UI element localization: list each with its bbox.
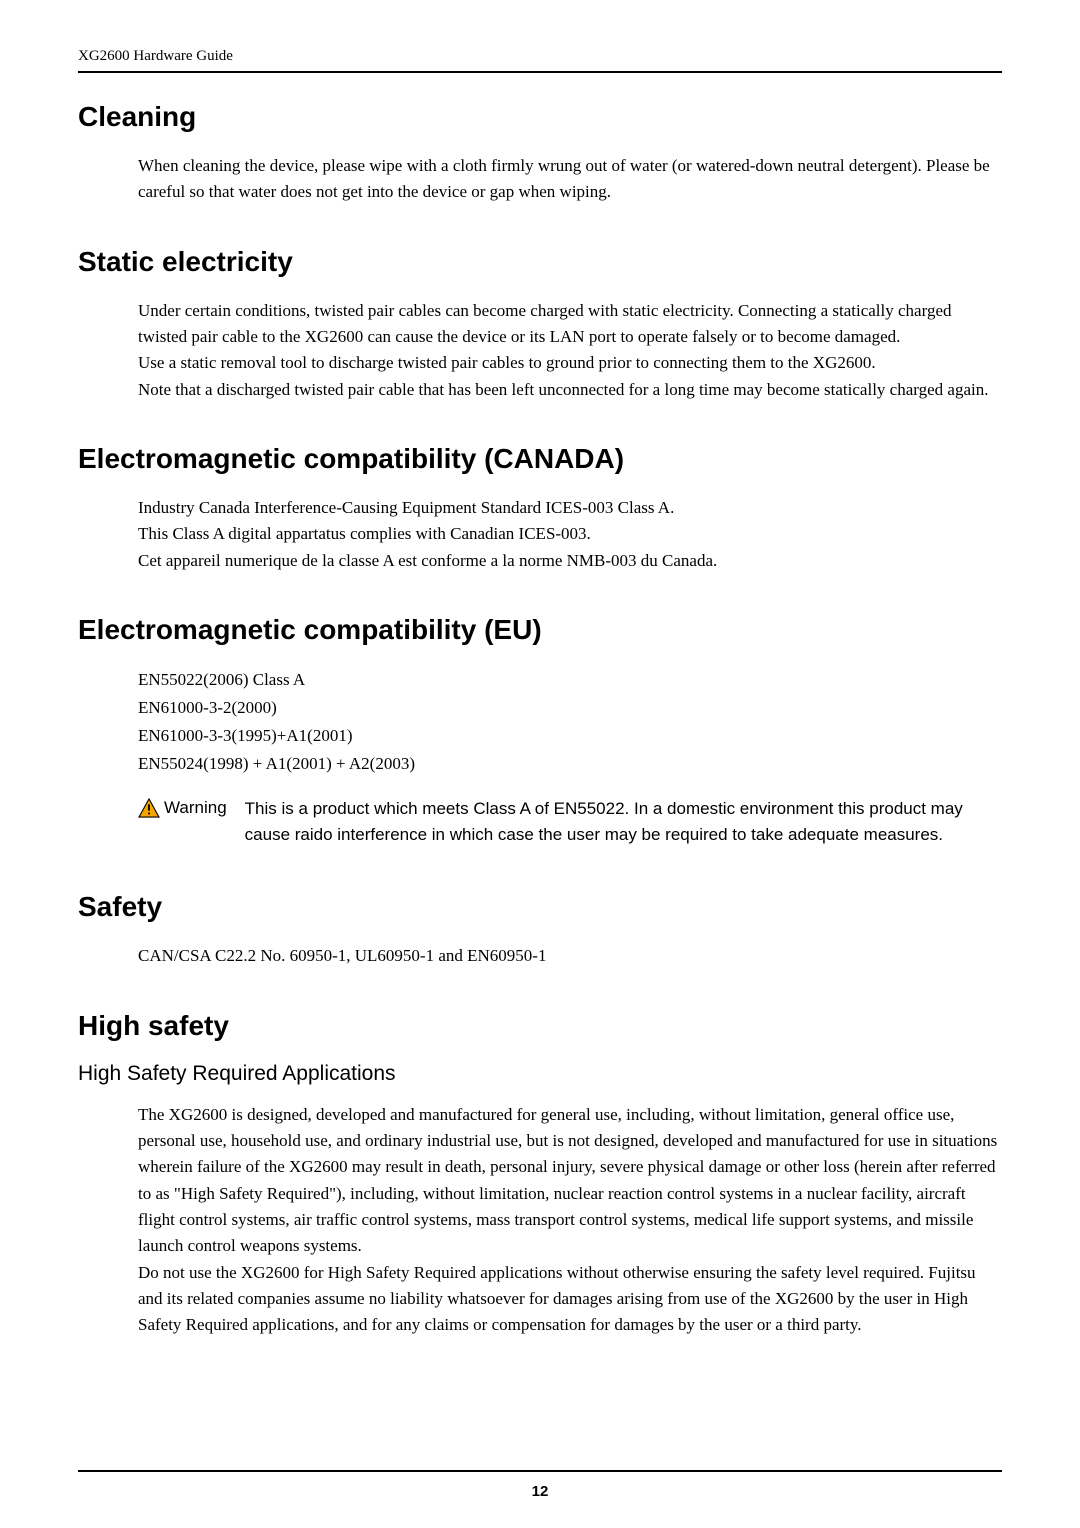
footer-rule <box>78 1470 1002 1472</box>
cleaning-paragraph: When cleaning the device, please wipe wi… <box>138 153 1002 206</box>
page-header-title: XG2600 Hardware Guide <box>78 48 1002 65</box>
emc-eu-line-3: EN61000-3-3(1995)+A1(2001) <box>138 722 1002 750</box>
static-paragraph-1: Under certain conditions, twisted pair c… <box>138 298 1002 351</box>
subheading-high-safety: High Safety Required Applications <box>78 1062 1002 1086</box>
warning-triangle-icon <box>138 798 160 818</box>
emc-canada-paragraph-3: Cet appareil numerique de la classe A es… <box>138 548 1002 574</box>
emc-eu-line-1: EN55022(2006) Class A <box>138 666 1002 694</box>
heading-emc-eu: Electromagnetic compatibility (EU) <box>78 614 1002 646</box>
header-rule <box>78 71 1002 73</box>
heading-cleaning: Cleaning <box>78 101 1002 133</box>
heading-emc-canada: Electromagnetic compatibility (CANADA) <box>78 443 1002 475</box>
emc-eu-line-2: EN61000-3-2(2000) <box>138 694 1002 722</box>
safety-paragraph: CAN/CSA C22.2 No. 60950-1, UL60950-1 and… <box>138 943 1002 969</box>
heading-high-safety: High safety <box>78 1010 1002 1042</box>
high-safety-paragraph-1: The XG2600 is designed, developed and ma… <box>138 1102 1002 1260</box>
emc-eu-line-4: EN55024(1998) + A1(2001) + A2(2003) <box>138 750 1002 778</box>
static-paragraph-2: Use a static removal tool to discharge t… <box>138 350 1002 376</box>
emc-canada-paragraph-1: Industry Canada Interference-Causing Equ… <box>138 495 1002 521</box>
page-number: 12 <box>0 1483 1080 1500</box>
warning-label-text: Warning <box>164 798 227 818</box>
heading-static: Static electricity <box>78 246 1002 278</box>
heading-safety: Safety <box>78 891 1002 923</box>
warning-label: Warning <box>138 798 227 818</box>
warning-text: This is a product which meets Class A of… <box>245 796 1002 847</box>
static-paragraph-3: Note that a discharged twisted pair cabl… <box>138 377 1002 403</box>
warning-block: Warning This is a product which meets Cl… <box>138 796 1002 847</box>
emc-canada-paragraph-2: This Class A digital appartatus complies… <box>138 521 1002 547</box>
high-safety-paragraph-2: Do not use the XG2600 for High Safety Re… <box>138 1260 1002 1339</box>
